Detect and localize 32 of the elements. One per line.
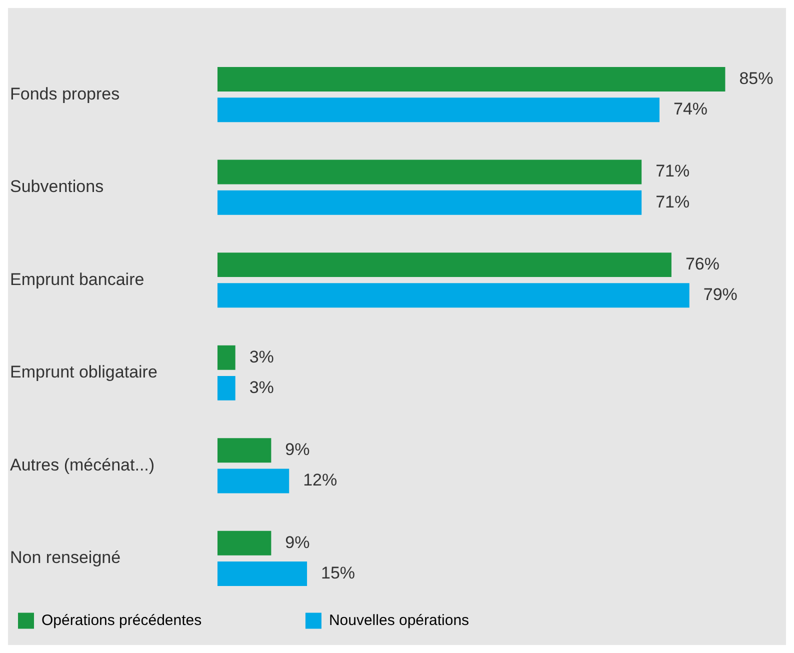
data-label: 3% — [249, 378, 274, 397]
data-label: 71% — [656, 162, 690, 181]
bar — [217, 283, 690, 308]
data-label: 15% — [321, 563, 356, 582]
data-label: 79% — [703, 285, 738, 304]
data-label: 3% — [249, 347, 274, 366]
data-label: 9% — [285, 532, 310, 552]
bar — [217, 345, 236, 370]
data-label: 76% — [685, 254, 720, 274]
bar — [217, 190, 642, 215]
y-tick-label: Emprunt obligataire — [10, 362, 158, 382]
bar — [217, 252, 672, 278]
y-tick-label: Emprunt bancaire — [10, 270, 144, 289]
data-label: 12% — [303, 470, 338, 490]
bar — [217, 438, 272, 463]
bar — [217, 530, 272, 556]
legend-label: Nouvelles opérations — [328, 612, 565, 629]
data-label: 71% — [656, 192, 690, 212]
bar — [217, 67, 726, 92]
bar — [217, 160, 642, 184]
bar — [217, 376, 236, 400]
y-tick-label: Non renseigné — [10, 548, 121, 568]
bar — [217, 561, 308, 586]
y-tick-label: Autres (mécénat...) — [10, 455, 155, 474]
bar — [217, 98, 660, 122]
y-tick-label: Subventions — [10, 177, 104, 196]
y-tick-label: Fonds propres — [10, 84, 120, 104]
data-label: 74% — [674, 100, 708, 119]
legend-label: Opérations précédentes — [42, 612, 298, 629]
data-label: 9% — [285, 440, 310, 460]
data-label: 85% — [739, 68, 774, 88]
bar — [217, 468, 290, 494]
